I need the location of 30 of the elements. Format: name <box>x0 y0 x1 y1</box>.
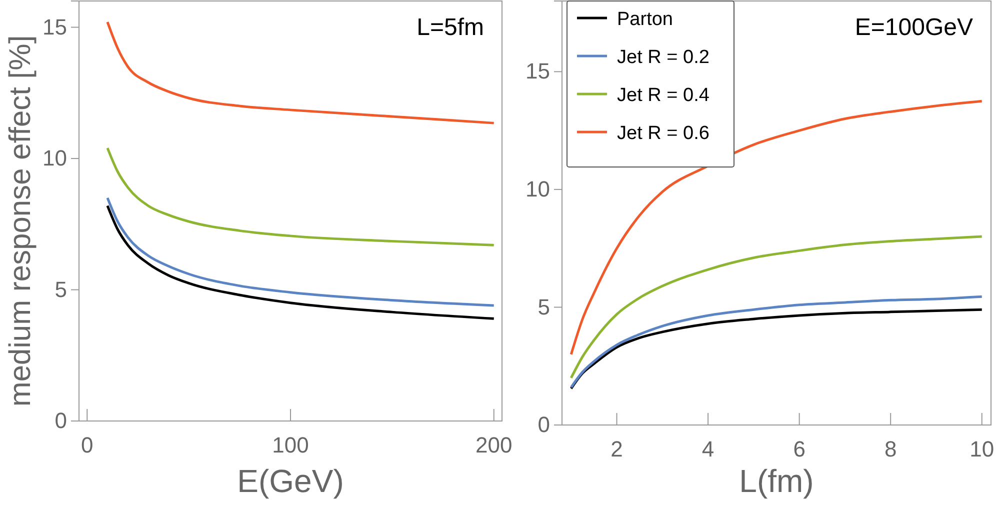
annotation: L=5fm <box>416 14 484 41</box>
y-axis-title: medium response effect [%] <box>4 35 37 407</box>
x-axis-title: E(GeV) <box>237 463 344 499</box>
x-tick-label: 2 <box>610 436 623 462</box>
y-tick-label: 15 <box>526 58 550 84</box>
line-series <box>106 146 496 246</box>
legend-label: Parton <box>617 9 673 30</box>
x-tick-label: 200 <box>476 432 512 458</box>
line-series <box>106 196 496 307</box>
y-tick-label: 0 <box>54 408 67 434</box>
line-series <box>106 204 496 320</box>
x-axis-title: L(fm) <box>739 463 814 499</box>
y-tick-label: 0 <box>538 412 550 438</box>
annotation: E=100GeV <box>854 14 973 41</box>
y-tick-label: 5 <box>54 276 67 302</box>
x-tick-label: 100 <box>272 432 309 458</box>
line-series <box>570 235 984 380</box>
y-tick-label: 10 <box>526 176 550 202</box>
x-tick-label: 8 <box>884 436 897 462</box>
y-tick-label: 5 <box>538 294 550 320</box>
x-tick-label: 10 <box>970 436 994 462</box>
y-tick-label: 10 <box>42 146 67 171</box>
legend-label: Jet R = 0.6 <box>617 123 710 144</box>
legend-label: Jet R = 0.4 <box>617 85 710 106</box>
x-tick-label: 6 <box>793 436 806 462</box>
x-tick-label: 4 <box>702 436 714 462</box>
x-tick-label: 0 <box>81 432 94 458</box>
y-tick-label: 15 <box>42 14 67 40</box>
line-series <box>570 100 984 356</box>
legend-label: Jet R = 0.2 <box>617 47 710 68</box>
